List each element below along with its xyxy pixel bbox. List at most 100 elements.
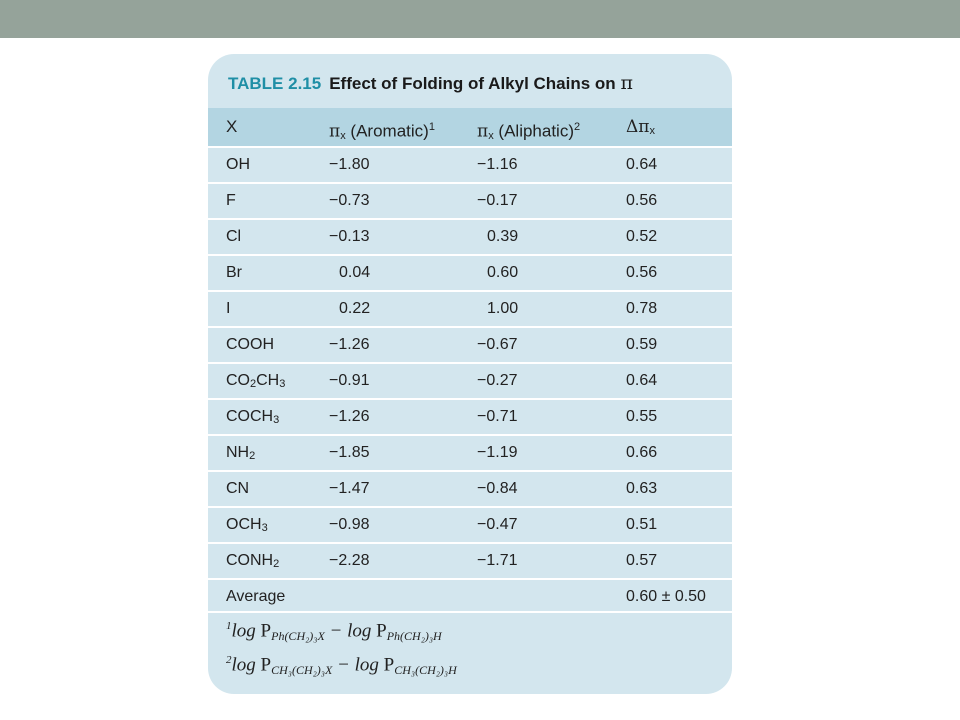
- cell-aliphatic: 1.00: [487, 300, 519, 317]
- substituent-part: CH: [256, 372, 280, 389]
- table-row: CO2CH3 −0.91 −0.27 0.64: [208, 362, 732, 398]
- cell-substituent: COOH: [226, 336, 274, 353]
- substituent-subscript: 3: [261, 522, 268, 534]
- table-row: Cl −0.13 0.39 0.52: [208, 218, 732, 254]
- footnote-subscript: Ph(CH₂)₃X: [271, 629, 325, 644]
- table-row: COCH3 −1.26 −0.71 0.55: [208, 398, 732, 434]
- table-row: NH2 −1.85 −1.19 0.66: [208, 434, 732, 470]
- substituent-part: OCH: [226, 516, 262, 533]
- footnote-P: P: [383, 654, 395, 676]
- cell-delta: 0.52: [626, 228, 658, 245]
- cell-aromatic: −0.73: [329, 192, 370, 209]
- footnote-log: log: [231, 620, 261, 642]
- cell-substituent: CONH2: [226, 544, 279, 579]
- cell-aromatic: −0.98: [329, 516, 370, 533]
- cell-delta: 0.64: [626, 156, 658, 173]
- cell-delta: 0.51: [626, 516, 658, 533]
- substituent-part: COCH: [226, 408, 274, 425]
- cell-substituent: I: [226, 300, 231, 317]
- cell-delta: 0.64: [626, 372, 658, 389]
- cell-delta: 0.59: [626, 336, 658, 353]
- cell-aromatic: −2.28: [329, 552, 370, 569]
- cell-aliphatic: −1.71: [477, 552, 518, 569]
- average-value: 0.60 ± 0.50: [626, 588, 706, 605]
- cell-aromatic: −1.26: [329, 336, 370, 353]
- cell-aromatic: 0.22: [339, 300, 371, 317]
- cell-aromatic: −1.85: [329, 444, 370, 461]
- substituent-subscript: 2: [250, 378, 257, 390]
- table-title-text: Effect of Folding of Alkyl Chains on: [329, 74, 616, 93]
- footnote-mark: 2: [226, 654, 232, 666]
- table-row: CONH2 −2.28 −1.71 0.57: [208, 542, 732, 578]
- footnote-divider: [208, 611, 732, 613]
- cell-aromatic: −1.47: [329, 480, 370, 497]
- cell-aliphatic: −0.67: [477, 336, 518, 353]
- footnote-log: log: [231, 654, 261, 676]
- title-pi-symbol: π: [620, 72, 633, 94]
- footnote-P: P: [376, 620, 387, 642]
- cell-substituent: Cl: [226, 228, 242, 245]
- average-label: Average: [226, 588, 286, 605]
- cell-substituent: NH2: [226, 436, 255, 471]
- cell-delta: 0.66: [626, 444, 658, 461]
- table-card: TABLE 2.15 Effect of Folding of Alkyl Cha…: [208, 54, 732, 694]
- table-row: F −0.73 −0.17 0.56: [208, 182, 732, 218]
- substituent-subscript: 2: [249, 450, 256, 462]
- cell-aliphatic: −0.27: [477, 372, 518, 389]
- cell-aliphatic: −1.16: [477, 156, 518, 173]
- cell-substituent: OCH3: [226, 508, 268, 543]
- top-bar: [0, 0, 960, 38]
- footnote-subscript: Ph(CH₂)₃H: [386, 629, 442, 644]
- substituent-subscript: 3: [273, 414, 280, 426]
- cell-substituent: CO2CH3: [226, 364, 285, 399]
- table-header-row: X πx (Aromatic)1 πx (Aliphatic)2 Δπx: [208, 108, 732, 146]
- cell-substituent: CN: [226, 480, 250, 497]
- cell-delta: 0.57: [626, 552, 658, 569]
- substituent-part: CONH: [226, 552, 274, 569]
- cell-aromatic: −1.80: [329, 156, 370, 173]
- cell-aliphatic: −0.47: [477, 516, 518, 533]
- substituent-subscript: 2: [273, 558, 280, 570]
- cell-aromatic: −0.91: [329, 372, 370, 389]
- footnote-minus-log: − log: [324, 620, 377, 642]
- substituent-subscript: 3: [279, 378, 286, 390]
- header-delta: Δπx: [626, 117, 655, 137]
- cell-delta: 0.55: [626, 408, 658, 425]
- table-row: COOH −1.26 −0.67 0.59: [208, 326, 732, 362]
- header-aliphatic: πx (Aliphatic)2: [477, 121, 581, 142]
- footnote-minus-log: − log: [332, 654, 384, 676]
- table-number: TABLE 2.15: [228, 74, 322, 93]
- footnote-mark: 1: [226, 620, 232, 632]
- footnote-1: 1log PPh(CH₂)₃X − log PPh(CH₂)₃H: [226, 620, 442, 644]
- cell-substituent: F: [226, 192, 236, 209]
- table-row: Br 0.04 0.60 0.56: [208, 254, 732, 290]
- table-row: I 0.22 1.00 0.78: [208, 290, 732, 326]
- cell-aliphatic: −1.19: [477, 444, 518, 461]
- table-row: OH −1.80 −1.16 0.64: [208, 146, 732, 182]
- table-row: CN −1.47 −0.84 0.63: [208, 470, 732, 506]
- cell-aliphatic: −0.71: [477, 408, 518, 425]
- cell-delta: 0.63: [626, 480, 658, 497]
- cell-delta: 0.56: [626, 192, 658, 209]
- cell-delta: 0.78: [626, 300, 658, 317]
- cell-aliphatic: 0.39: [487, 228, 519, 245]
- substituent-part: NH: [226, 444, 250, 461]
- table-title: TABLE 2.15 Effect of Folding of Alkyl Cha…: [228, 72, 633, 94]
- table-row: OCH3 −0.98 −0.47 0.51: [208, 506, 732, 542]
- header-aromatic: πx (Aromatic)1: [329, 121, 435, 142]
- cell-aromatic: −0.13: [329, 228, 370, 245]
- footnote-P: P: [260, 654, 272, 676]
- cell-aliphatic: 0.60: [487, 264, 519, 281]
- average-row: Average 0.60 ± 0.50: [208, 578, 732, 614]
- footnote-P: P: [260, 620, 272, 642]
- cell-substituent: COCH3: [226, 400, 279, 435]
- cell-substituent: Br: [226, 264, 242, 281]
- footnote-subscript: CH₃(CH₂)₃X: [271, 663, 333, 678]
- header-x: X: [226, 117, 238, 136]
- cell-aliphatic: −0.17: [477, 192, 518, 209]
- cell-aliphatic: −0.84: [477, 480, 518, 497]
- footnote-2: 2log PCH₃(CH₂)₃X − log PCH₃(CH₂)₃H: [226, 654, 457, 678]
- cell-substituent: OH: [226, 156, 250, 173]
- cell-delta: 0.56: [626, 264, 658, 281]
- cell-aromatic: 0.04: [339, 264, 371, 281]
